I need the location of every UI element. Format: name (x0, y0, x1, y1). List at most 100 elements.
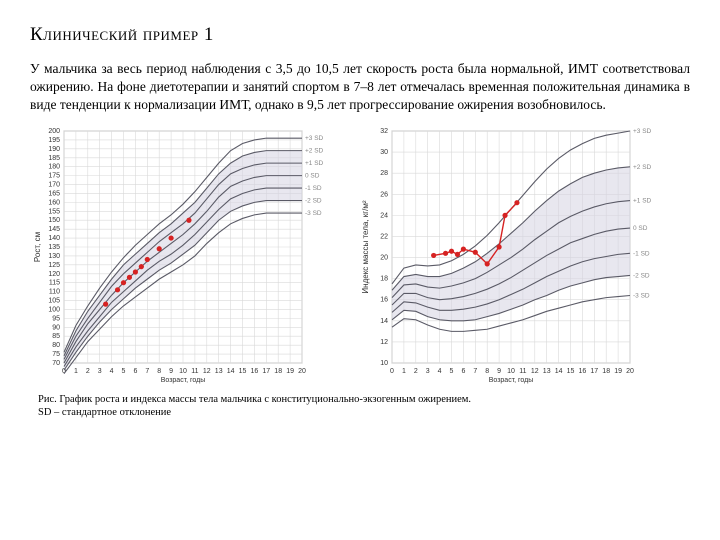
svg-text:85: 85 (52, 333, 60, 340)
svg-text:135: 135 (48, 244, 60, 251)
svg-text:-1 SD: -1 SD (305, 185, 322, 192)
svg-text:+2 SD: +2 SD (633, 164, 652, 171)
svg-text:7: 7 (145, 368, 149, 375)
svg-text:18: 18 (274, 368, 282, 375)
charts-row: 0123456789101112131415161718192070758085… (30, 125, 690, 385)
svg-text:30: 30 (380, 149, 388, 156)
svg-text:20: 20 (626, 368, 634, 375)
growth-chart: 0123456789101112131415161718192070758085… (30, 125, 340, 385)
svg-text:Возраст, годы: Возраст, годы (161, 377, 206, 384)
svg-text:13: 13 (543, 368, 551, 375)
svg-text:0 SD: 0 SD (305, 172, 320, 179)
svg-text:19: 19 (286, 368, 294, 375)
svg-text:2: 2 (86, 368, 90, 375)
svg-text:16: 16 (579, 368, 587, 375)
svg-text:13: 13 (215, 368, 223, 375)
svg-text:18: 18 (602, 368, 610, 375)
svg-text:80: 80 (52, 342, 60, 349)
svg-text:8: 8 (157, 368, 161, 375)
svg-text:11: 11 (191, 368, 198, 375)
svg-text:6: 6 (461, 368, 465, 375)
figure-caption: Рис. График роста и индекса массы тела м… (30, 393, 690, 420)
svg-text:Рост, см: Рост, см (33, 232, 42, 262)
svg-text:14: 14 (555, 368, 563, 375)
svg-text:-3 SD: -3 SD (305, 210, 322, 217)
svg-text:20: 20 (380, 254, 388, 261)
svg-text:19: 19 (614, 368, 622, 375)
svg-text:12: 12 (531, 368, 539, 375)
svg-text:160: 160 (48, 199, 60, 206)
svg-text:8: 8 (485, 368, 489, 375)
svg-text:14: 14 (380, 317, 388, 324)
svg-text:145: 145 (48, 226, 60, 233)
svg-text:10: 10 (179, 368, 187, 375)
svg-text:1: 1 (402, 368, 406, 375)
svg-text:125: 125 (48, 262, 60, 269)
svg-text:17: 17 (590, 368, 598, 375)
svg-text:75: 75 (52, 351, 60, 358)
svg-text:175: 175 (48, 172, 60, 179)
svg-text:90: 90 (52, 324, 60, 331)
svg-text:5: 5 (450, 368, 454, 375)
svg-text:0: 0 (390, 368, 394, 375)
svg-text:155: 155 (48, 208, 60, 215)
svg-text:10: 10 (507, 368, 515, 375)
svg-text:12: 12 (203, 368, 211, 375)
svg-text:165: 165 (48, 190, 60, 197)
svg-text:15: 15 (239, 368, 247, 375)
svg-text:24: 24 (380, 212, 388, 219)
svg-text:10: 10 (380, 360, 388, 367)
svg-text:120: 120 (48, 270, 60, 277)
body-paragraph: У мальчика за весь период наблюдения с 3… (30, 60, 690, 115)
svg-text:-2 SD: -2 SD (305, 197, 322, 204)
svg-text:5: 5 (122, 368, 126, 375)
svg-text:26: 26 (380, 191, 388, 198)
svg-text:3: 3 (426, 368, 430, 375)
svg-text:+1 SD: +1 SD (633, 197, 652, 204)
svg-text:180: 180 (48, 163, 60, 170)
svg-text:95: 95 (52, 315, 60, 322)
svg-text:100: 100 (48, 306, 60, 313)
svg-text:28: 28 (380, 170, 388, 177)
svg-text:70: 70 (52, 360, 60, 367)
svg-text:7: 7 (473, 368, 477, 375)
svg-text:17: 17 (262, 368, 270, 375)
svg-text:20: 20 (298, 368, 306, 375)
svg-text:Индекс массы тела, кг/м²: Индекс массы тела, кг/м² (361, 200, 370, 293)
svg-text:2: 2 (414, 368, 418, 375)
svg-text:18: 18 (380, 275, 388, 282)
svg-text:16: 16 (251, 368, 259, 375)
svg-text:Возраст, годы: Возраст, годы (489, 377, 534, 384)
svg-text:9: 9 (169, 368, 173, 375)
svg-text:22: 22 (380, 233, 388, 240)
svg-text:200: 200 (48, 128, 60, 135)
svg-text:+1 SD: +1 SD (305, 160, 324, 167)
svg-text:+2 SD: +2 SD (305, 147, 324, 154)
svg-text:4: 4 (438, 368, 442, 375)
svg-text:+3 SD: +3 SD (633, 128, 652, 135)
svg-text:195: 195 (48, 137, 60, 144)
svg-text:140: 140 (48, 235, 60, 242)
svg-text:15: 15 (567, 368, 575, 375)
svg-text:11: 11 (519, 368, 526, 375)
bmi-chart: 0123456789101112131415161718192010121416… (358, 125, 668, 385)
caption-line-2: SD – стандартное отклонение (38, 407, 171, 418)
svg-text:-3 SD: -3 SD (633, 292, 650, 299)
svg-text:32: 32 (380, 128, 388, 135)
svg-text:1: 1 (74, 368, 78, 375)
svg-text:12: 12 (380, 339, 388, 346)
svg-text:0 SD: 0 SD (633, 225, 648, 232)
svg-text:185: 185 (48, 154, 60, 161)
svg-text:115: 115 (49, 279, 60, 286)
svg-text:3: 3 (98, 368, 102, 375)
svg-text:190: 190 (48, 146, 60, 153)
svg-text:9: 9 (497, 368, 501, 375)
svg-text:110: 110 (49, 288, 60, 295)
svg-text:16: 16 (380, 296, 388, 303)
svg-text:+3 SD: +3 SD (305, 135, 324, 142)
svg-text:14: 14 (227, 368, 235, 375)
caption-line-1: Рис. График роста и индекса массы тела м… (38, 394, 471, 405)
svg-text:6: 6 (133, 368, 137, 375)
svg-text:130: 130 (48, 253, 60, 260)
svg-text:170: 170 (48, 181, 60, 188)
